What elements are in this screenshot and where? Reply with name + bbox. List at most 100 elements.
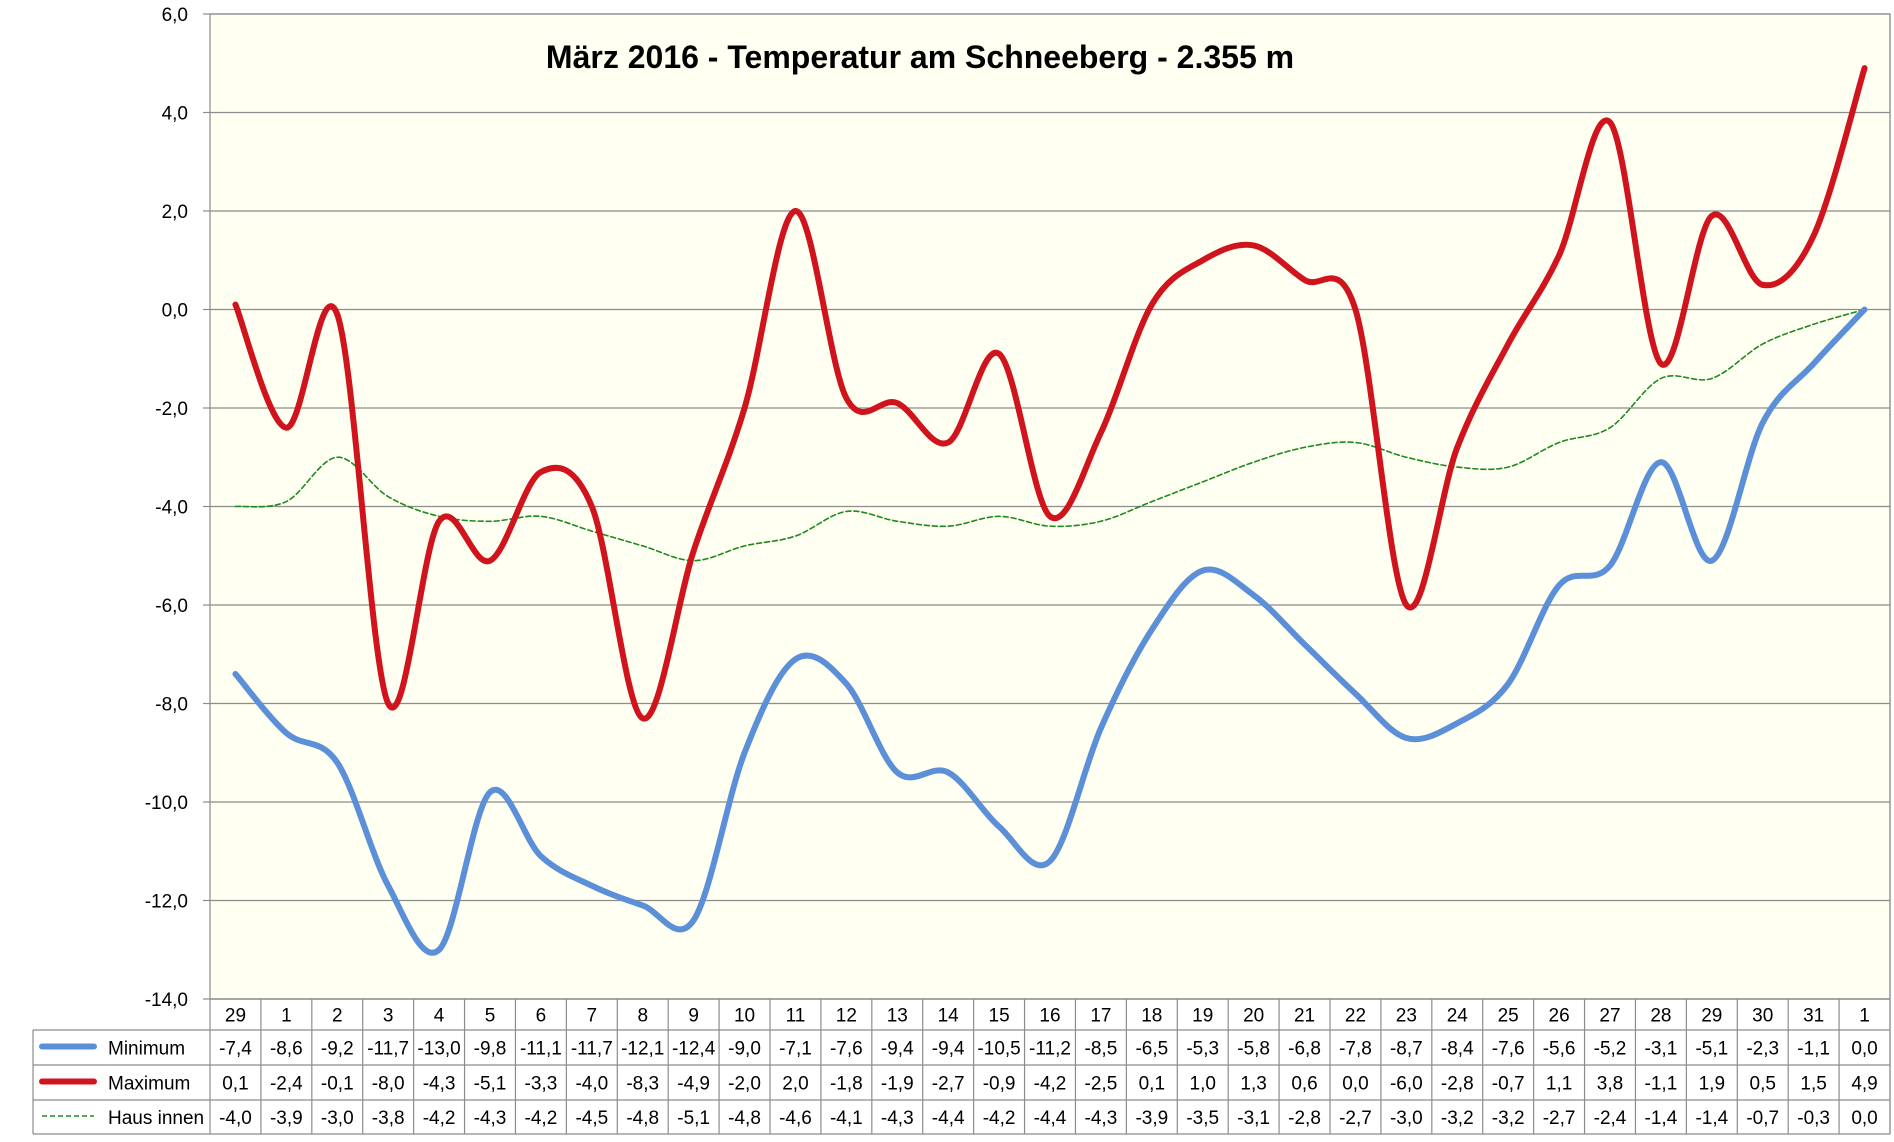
data-label: 1,3: [1240, 1074, 1266, 1095]
y-tick-label: -10,0: [145, 793, 188, 814]
data-label: 1,9: [1699, 1074, 1725, 1095]
y-tick-label: -8,0: [155, 695, 188, 716]
data-label: -3,9: [1135, 1108, 1168, 1129]
x-category-label: 17: [1090, 1006, 1111, 1027]
x-category-label: 29: [1701, 1006, 1722, 1027]
data-label: 0,6: [1291, 1074, 1317, 1095]
data-label: -4,9: [677, 1074, 710, 1095]
legend-label: Haus innen: [108, 1108, 204, 1129]
data-label: -12,4: [672, 1039, 716, 1060]
data-label: -3,1: [1645, 1039, 1678, 1060]
data-label: 4,9: [1851, 1074, 1877, 1095]
data-label: -7,8: [1339, 1039, 1372, 1060]
data-label: -5,8: [1237, 1039, 1270, 1060]
data-label: -4,8: [728, 1108, 761, 1129]
y-tick-label: 6,0: [162, 5, 188, 26]
data-label: -5,1: [1695, 1039, 1728, 1060]
data-label: -9,0: [728, 1039, 761, 1060]
data-label: -11,7: [367, 1039, 409, 1060]
data-label: -0,7: [1492, 1074, 1525, 1095]
data-label: -12,1: [621, 1039, 664, 1060]
data-label: -3,0: [321, 1108, 354, 1129]
data-label: -4,3: [881, 1108, 914, 1129]
data-label: -5,6: [1543, 1039, 1576, 1060]
data-label: 2,0: [782, 1074, 808, 1095]
x-category-label: 29: [225, 1006, 246, 1027]
data-label: -11,2: [1029, 1039, 1071, 1060]
data-label: -7,6: [1492, 1039, 1525, 1060]
data-label: -1,4: [1695, 1108, 1728, 1129]
data-label: -7,4: [219, 1039, 252, 1060]
x-category-label: 22: [1345, 1006, 1366, 1027]
x-category-label: 16: [1039, 1006, 1060, 1027]
x-category-label: 12: [836, 1006, 857, 1027]
data-label: -2,3: [1746, 1039, 1779, 1060]
y-tick-label: -12,0: [145, 892, 188, 913]
y-axis-ticks: 6,0 4,0 2,0 0,0 -2,0 -4,0 -6,0 -8,0 -10,0 -12,0 -1…: [145, 5, 210, 1011]
y-tick-label: 0,0: [162, 301, 188, 322]
data-table: 29 1 2 3 4 5 6 7 8 9 10 11 12 13 14 15 16 17 18 19 20 21 22 23 2…: [32, 14, 1891, 1135]
legend-label: Maximum: [108, 1074, 190, 1095]
data-label: -4,3: [1085, 1108, 1118, 1129]
data-label: 0,0: [1851, 1039, 1877, 1060]
x-category-label: 26: [1549, 1006, 1570, 1027]
data-label: -5,1: [474, 1074, 507, 1095]
x-category-label: 24: [1447, 1006, 1469, 1027]
data-label: -4,6: [779, 1108, 812, 1129]
data-label: -7,1: [779, 1039, 812, 1060]
data-label: 0,0: [1851, 1108, 1877, 1129]
x-category-label: 4: [434, 1006, 445, 1027]
data-label: -1,9: [881, 1074, 914, 1095]
x-category-label: 19: [1192, 1006, 1213, 1027]
x-category-label: 7: [587, 1006, 598, 1027]
data-label: 0,0: [1342, 1074, 1368, 1095]
data-label: -2,5: [1085, 1074, 1118, 1095]
x-category-label: 20: [1243, 1006, 1264, 1027]
data-label: -2,4: [270, 1074, 303, 1095]
data-label: -11,1: [520, 1039, 562, 1060]
data-label: -2,4: [1594, 1108, 1627, 1129]
data-label: -2,8: [1441, 1074, 1474, 1095]
data-label: -6,5: [1135, 1039, 1168, 1060]
y-tick-label: -2,0: [155, 399, 188, 420]
data-label: -13,0: [417, 1039, 460, 1060]
x-category-label: 1: [281, 1006, 292, 1027]
data-label: -9,2: [321, 1039, 354, 1060]
data-label: 0,5: [1750, 1074, 1776, 1095]
x-category-label: 13: [887, 1006, 908, 1027]
y-tick-label: 4,0: [162, 104, 188, 125]
x-category-label: 15: [989, 1006, 1010, 1027]
data-label: -8,7: [1390, 1039, 1423, 1060]
data-label: -4,3: [474, 1108, 507, 1129]
data-label: -4,2: [525, 1108, 558, 1129]
data-label: -3,8: [372, 1108, 405, 1129]
x-category-label: 30: [1752, 1006, 1773, 1027]
x-category-label: 10: [734, 1006, 755, 1027]
data-label: -9,4: [881, 1039, 914, 1060]
data-label: -9,4: [932, 1039, 965, 1060]
data-label: 1,0: [1190, 1074, 1216, 1095]
data-label: -0,7: [1746, 1108, 1779, 1129]
data-label: -5,1: [677, 1108, 710, 1129]
y-tick-label: -6,0: [155, 596, 188, 617]
data-label: -2,7: [932, 1074, 965, 1095]
data-label: 3,8: [1597, 1074, 1623, 1095]
data-label: -4,4: [1034, 1108, 1067, 1129]
data-label: -4,1: [830, 1108, 863, 1129]
data-label: -1,8: [830, 1074, 863, 1095]
x-category-label: 23: [1396, 1006, 1417, 1027]
x-category-label: 6: [536, 1006, 547, 1027]
series-line-minimum: [232, 306, 1868, 956]
data-label: -3,0: [1390, 1108, 1423, 1129]
data-label: -4,2: [1034, 1074, 1067, 1095]
x-category-label: 9: [688, 1006, 699, 1027]
data-label: -10,5: [977, 1039, 1020, 1060]
data-label: -6,8: [1288, 1039, 1321, 1060]
x-category-label: 18: [1141, 1006, 1162, 1027]
data-label: -1,1: [1797, 1039, 1830, 1060]
x-category-label: 27: [1599, 1006, 1620, 1027]
legend-label: Minimum: [108, 1039, 185, 1060]
data-label: -3,2: [1441, 1108, 1474, 1129]
